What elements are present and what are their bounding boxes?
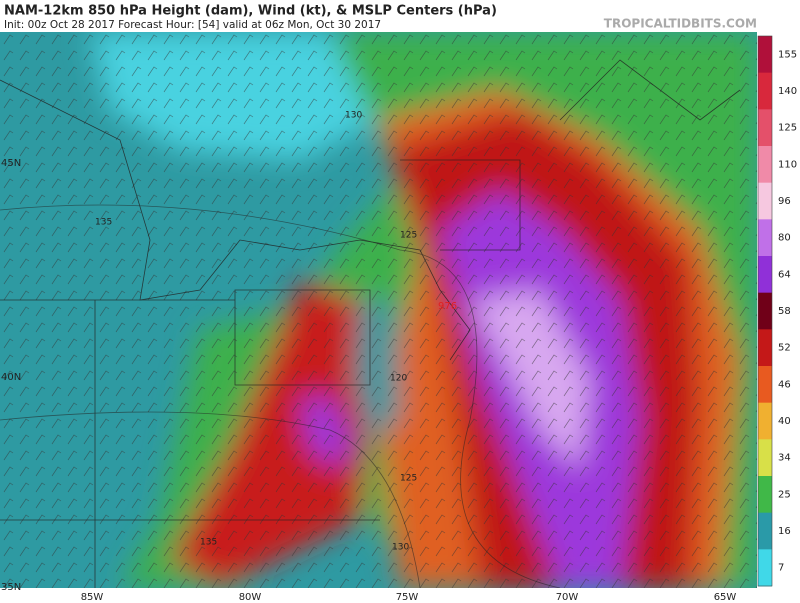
lat-label: 45N: [1, 158, 21, 169]
colorbar-label: 155: [778, 49, 797, 60]
contour-label: 125: [400, 474, 417, 484]
colorbar-segment: [758, 329, 772, 367]
colorbar-segment: [758, 476, 772, 514]
colorbar-label: 34: [778, 453, 791, 464]
colorbar-label: 110: [778, 159, 797, 170]
map-field: [0, 32, 757, 588]
lon-label: 70W: [556, 592, 579, 603]
colorbar-label: 16: [778, 526, 791, 537]
colorbar-label: 25: [778, 489, 791, 500]
contour-label: 120: [390, 374, 407, 384]
colorbar-segment: [758, 219, 772, 257]
colorbar-label: 7: [778, 563, 784, 574]
subtitle: Init: 00z Oct 28 2017 Forecast Hour: [54…: [4, 19, 381, 31]
colorbar-segment: [758, 182, 772, 220]
colorbar: 155 140 125 110 96 80 64 58 52 46 40 34 25 16 7: [757, 35, 797, 587]
colorbar-label: 52: [778, 343, 791, 354]
colorbar-segment: [758, 256, 772, 294]
lon-label: 75W: [396, 592, 419, 603]
colorbar-segment: [758, 366, 772, 404]
colorbar-label: 96: [778, 196, 791, 207]
contour-label: 130: [392, 543, 409, 553]
colorbar-label: 64: [778, 269, 791, 280]
colorbar-label: 125: [778, 123, 797, 134]
contour-label: 135: [200, 538, 217, 548]
colorbar-segment: [758, 402, 772, 440]
lat-label: 40N: [1, 372, 21, 383]
colorbar-segment: [758, 292, 772, 330]
lon-label: 85W: [81, 592, 104, 603]
colorbar-label: 58: [778, 306, 791, 317]
lat-label: 35N: [1, 582, 21, 593]
brand: TROPICALTIDBITS.COM: [604, 17, 757, 31]
contour-label: 130: [345, 111, 362, 121]
lon-label: 65W: [714, 592, 737, 603]
colorbar-label: 46: [778, 379, 791, 390]
colorbar-segment: [758, 439, 772, 477]
lon-label: 80W: [239, 592, 262, 603]
contour-label: 125: [400, 231, 417, 241]
colorbar-frame: [757, 35, 773, 587]
colorbar-segment: [758, 549, 772, 587]
colorbar-segment: [758, 512, 772, 550]
title: NAM-12km 850 hPa Height (dam), Wind (kt)…: [4, 4, 497, 19]
colorbar-label: 140: [778, 86, 797, 97]
colorbar-segment: [758, 72, 772, 110]
pressure-center: 976: [438, 301, 457, 312]
contour-label: 135: [95, 218, 112, 228]
colorbar-segment: [758, 36, 772, 74]
colorbar-label: 40: [778, 416, 791, 427]
colorbar-segment: [758, 146, 772, 184]
colorbar-label: 80: [778, 233, 791, 244]
colorbar-segment: [758, 109, 772, 147]
